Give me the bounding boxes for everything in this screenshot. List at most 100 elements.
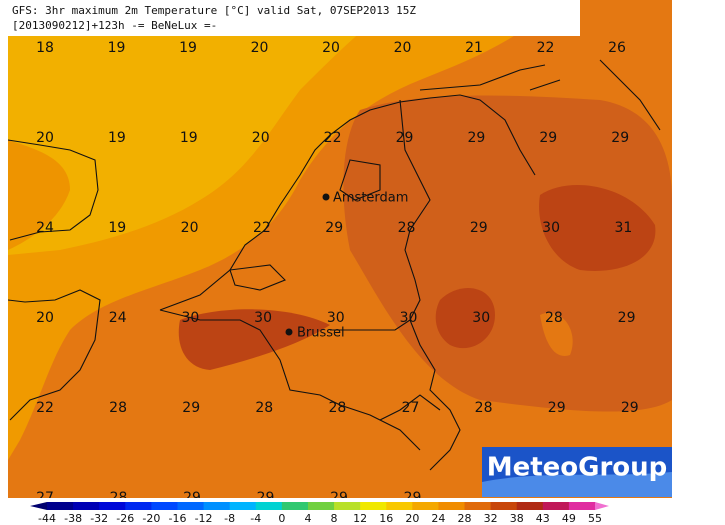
- header-line: [2013090212]+123h -= BeNeLux =-: [12, 19, 217, 32]
- grid-value: 22: [324, 130, 342, 146]
- colorbar-segment: [281, 502, 309, 510]
- grid-value: 29: [182, 400, 200, 416]
- grid-value: 21: [465, 40, 483, 56]
- grid-value: 20: [251, 40, 269, 56]
- colorbar-end: [595, 502, 609, 510]
- grid-value: 22: [253, 220, 271, 236]
- grid-value: 20: [36, 310, 54, 326]
- coastline: [159, 94, 536, 311]
- grid-value: 29: [539, 130, 557, 146]
- grid-value: 28: [475, 400, 493, 416]
- colorbar-label: 43: [536, 512, 550, 525]
- field-patch: [8, 140, 70, 250]
- city-label: Brussel: [297, 326, 345, 341]
- colorbar-segment: [542, 502, 570, 510]
- colorbar-label: 28: [458, 512, 472, 525]
- colorbar-label: -8: [224, 512, 235, 525]
- grid-value: 19: [108, 220, 126, 236]
- grid-value: 22: [537, 40, 555, 56]
- coastline: [8, 289, 101, 421]
- field-patch: [540, 312, 573, 356]
- grid-value: 29: [470, 220, 488, 236]
- grid-value: 29: [404, 490, 422, 506]
- grid-value: 19: [179, 40, 197, 56]
- grid-value: 28: [255, 400, 273, 416]
- header-line: GFS: 3hr maximum 2m Temperature [°C] val…: [12, 4, 416, 17]
- grid-value: 18: [36, 40, 54, 56]
- grid-value: 20: [322, 40, 340, 56]
- coastlines: [8, 59, 661, 471]
- colorbar-segment: [99, 502, 126, 510]
- border: [330, 319, 411, 331]
- colorbar-segment: [307, 502, 335, 510]
- grid-value: 29: [396, 130, 414, 146]
- colorbar-label: -12: [195, 512, 213, 525]
- grid-value: 30: [181, 310, 199, 326]
- colorbar-label: 49: [562, 512, 576, 525]
- colorbar-segment: [255, 502, 283, 510]
- border: [379, 394, 441, 421]
- grid-value: 28: [328, 400, 346, 416]
- field-hotspot: [435, 288, 495, 349]
- grid-value: 28: [109, 400, 127, 416]
- field-mild: [8, 0, 400, 255]
- colorbar: -44 -38 -32 -26 -20 -16 -12 -8 -4 0 4 8 12 16 20 24 28 32…: [30, 502, 609, 525]
- grid-value: 28: [545, 310, 563, 326]
- grid-value: 29: [183, 490, 201, 506]
- colorbar-label: 12: [353, 512, 367, 525]
- colorbar-label: 20: [405, 512, 419, 525]
- coastline: [8, 139, 99, 241]
- logo-swoosh: [482, 472, 672, 497]
- colorbar-segment: [568, 502, 596, 510]
- colorbar-label: -44: [38, 512, 56, 525]
- grid-value: 29: [548, 400, 566, 416]
- colorbar-end: [30, 502, 47, 510]
- colorbar-segment: [438, 502, 466, 510]
- grid-value: 20: [181, 220, 199, 236]
- colorbar-label: 55: [588, 512, 602, 525]
- field-hotspot: [539, 185, 656, 271]
- colorbar-label: -38: [64, 512, 82, 525]
- grid-value: 27: [402, 400, 420, 416]
- grid-value: 28: [398, 220, 416, 236]
- colorbar-label: 38: [510, 512, 524, 525]
- grid-value: 29: [325, 220, 343, 236]
- grid-value: 19: [180, 130, 198, 146]
- city-dot: [322, 193, 330, 201]
- colorbar-segment: [490, 502, 518, 510]
- colorbar-label: 32: [484, 512, 498, 525]
- grid-value: 19: [108, 40, 126, 56]
- grid-value: 30: [542, 220, 560, 236]
- grid-value: 30: [327, 310, 345, 326]
- colorbar-label: -32: [90, 512, 108, 525]
- colorbar-label: 8: [331, 512, 338, 525]
- grid-value: 29: [330, 490, 348, 506]
- grid-value: 26: [608, 40, 626, 56]
- colorbar-label: 16: [379, 512, 393, 525]
- colorbar-label: 0: [278, 512, 285, 525]
- colorbar-segment: [360, 502, 387, 510]
- coastline: [339, 159, 381, 201]
- grid-value: 24: [109, 310, 127, 326]
- logo-text: MeteoGroup: [487, 453, 668, 483]
- field-hot: [343, 95, 672, 412]
- colorbar-label: 24: [431, 512, 445, 525]
- colorbar-segment: [386, 502, 413, 510]
- coastline: [419, 59, 661, 131]
- colorbar-segment: [47, 502, 74, 510]
- colorbar-label: -4: [250, 512, 261, 525]
- grid-value: 30: [400, 310, 418, 326]
- grid-value: 20: [252, 130, 270, 146]
- border: [399, 99, 461, 471]
- colorbar-segment: [229, 502, 257, 510]
- colorbar-label: 4: [304, 512, 311, 525]
- colorbar-segment: [516, 502, 544, 510]
- colorbar-segment: [203, 502, 231, 510]
- grid-value: 20: [36, 130, 54, 146]
- grid-value: 29: [467, 130, 485, 146]
- grid-value: 31: [614, 220, 632, 236]
- grid-values: 18 19 19 20 20 20 21 22 26 20 19 19 20 22 29 29 29 29 24 19…: [36, 40, 639, 506]
- grid-value: 24: [36, 220, 54, 236]
- grid-value: 29: [621, 400, 639, 416]
